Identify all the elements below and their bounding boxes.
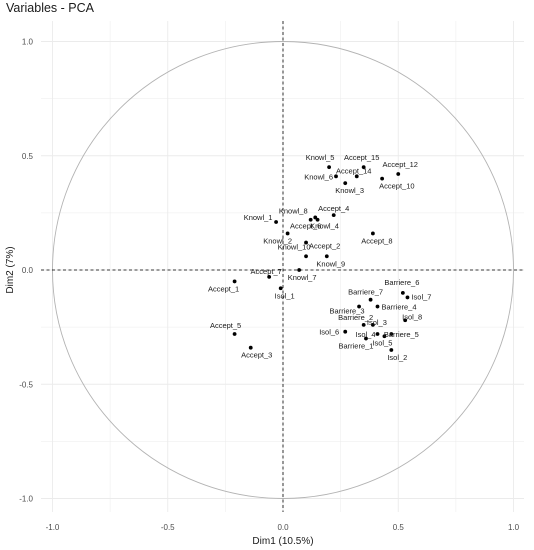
label-accept-5: Accept_5: [210, 321, 241, 330]
point-isol-3: [370, 322, 375, 327]
label-knowl-3: Knowl_3: [335, 186, 364, 195]
points-layer: [232, 165, 410, 352]
y-tick-label: -1.0: [19, 495, 33, 504]
label-barriere-2: Barriere_2: [338, 313, 373, 322]
point-accept-2: [304, 240, 308, 245]
label-knowl-10: Knowl_10: [278, 242, 311, 251]
y-tick-label: 0.0: [22, 266, 34, 275]
point-accept-3: [248, 345, 253, 350]
label-barriere-7: Barriere_7: [348, 288, 383, 297]
y-axis-title: Dim2 (7%): [5, 246, 16, 293]
point-isol-7: [405, 295, 410, 300]
label-barriere-3: Barriere_3: [330, 307, 365, 316]
label-knowl-2: Knowl_2: [263, 236, 292, 245]
point-knowl-6: [334, 174, 338, 179]
point-accept-14: [354, 174, 359, 179]
label-accept-1: Accept_1: [208, 284, 239, 293]
y-tick-label: -0.5: [19, 380, 33, 389]
label-barriere-1: Barriere_1: [338, 342, 373, 351]
label-accept-3: Accept_3: [241, 351, 272, 360]
point-barriere-7: [368, 297, 373, 302]
grid: [41, 21, 524, 512]
label-isol-8: Isol_8: [402, 312, 422, 321]
label-knowl-6: Knowl_6: [304, 172, 333, 181]
point-barriere-4: [375, 304, 380, 309]
point-knowl-4: [315, 217, 320, 222]
label-knowl-7: Knowl_7: [288, 273, 317, 282]
label-isol-4: Isol_4: [355, 330, 375, 339]
label-isol-6: Isol_6: [319, 328, 339, 337]
point-knowl-7: [297, 268, 302, 272]
label-accept-15: Accept_15: [344, 153, 379, 162]
point-barriere-1: [364, 336, 368, 341]
point-knowl-3: [343, 181, 348, 186]
label-accept-7: Accept_7: [251, 267, 282, 276]
point-isol-5: [382, 334, 387, 339]
label-accept-14: Accept_14: [336, 166, 371, 175]
tick-labels: -1.0 -0.5 0.0 0.5 1.0 1.0 0.5 0.0 -0.5 -1.0: [19, 38, 519, 533]
label-knowl-4: Knowl_4: [310, 222, 339, 231]
point-accept-7: [267, 274, 272, 279]
label-knowl-5: Knowl_5: [306, 153, 335, 162]
label-accept-10: Accept_10: [379, 182, 414, 191]
point-accept-15: [361, 165, 366, 170]
label-accept-2: Accept_2: [309, 242, 340, 251]
label-isol-3: Isol_3: [367, 318, 387, 327]
point-accept-4: [331, 213, 336, 218]
label-isol-1: Isol_1: [275, 291, 295, 300]
point-knowl-10: [304, 254, 308, 259]
chart-title: Variables - PCA: [6, 1, 94, 15]
y-tick-label: 1.0: [22, 38, 34, 47]
x-tick-label: -0.5: [161, 523, 175, 532]
x-tick-label: 1.0: [508, 523, 520, 532]
label-isol-5: Isol_5: [372, 338, 392, 347]
point-knowl-2: [285, 231, 290, 236]
point-barriere-5: [389, 332, 394, 336]
label-knowl-8: Knowl_8: [279, 206, 308, 215]
point-knowl-9: [324, 254, 329, 259]
label-isol-2: Isol_2: [387, 353, 407, 362]
label-barriere-5: Barriere_5: [384, 330, 419, 339]
point-knowl-1: [274, 220, 278, 224]
point-barriere-2: [361, 322, 366, 327]
label-barriere-6: Barriere_6: [384, 278, 419, 287]
point-accept-12: [396, 172, 401, 176]
zero-axes: [41, 21, 524, 512]
point-barriere-3: [357, 304, 361, 309]
label-knowl-1: Knowl_1: [244, 213, 273, 222]
point-isol-6: [343, 329, 348, 334]
y-tick-label: 0.5: [22, 152, 34, 161]
point-accept-6: [308, 217, 313, 222]
x-tick-label: 0.0: [277, 523, 289, 532]
x-tick-label: 0.5: [393, 523, 405, 532]
point-accept-8: [370, 231, 375, 236]
labels-layer: Knowl_5 Accept_15Accept_12Knowl_6Accept_1…: [208, 153, 432, 362]
label-accept-12: Accept_12: [383, 160, 418, 169]
label-accept-4: Accept_4: [318, 204, 349, 213]
label-isol-7: Isol_7: [411, 292, 431, 301]
point-isol-2: [389, 348, 394, 352]
point-knowl-8: [313, 215, 318, 220]
point-accept-10: [380, 176, 385, 181]
point-isol-4: [375, 332, 380, 336]
point-knowl-5: [327, 165, 331, 170]
label-accept-8: Accept_8: [361, 236, 392, 245]
point-barriere-6: [400, 290, 405, 295]
x-tick-label: -1.0: [46, 523, 60, 532]
label-accept-6: Accept_6: [290, 222, 321, 231]
label-knowl-9: Knowl_9: [316, 259, 345, 268]
point-accept-5: [232, 332, 237, 336]
label-barriere-4: Barriere_4: [382, 303, 417, 312]
point-isol-1: [278, 286, 283, 291]
point-accept-1: [232, 279, 237, 284]
point-isol-8: [403, 318, 408, 323]
x-axis-title: Dim1 (10.5%): [252, 536, 313, 547]
